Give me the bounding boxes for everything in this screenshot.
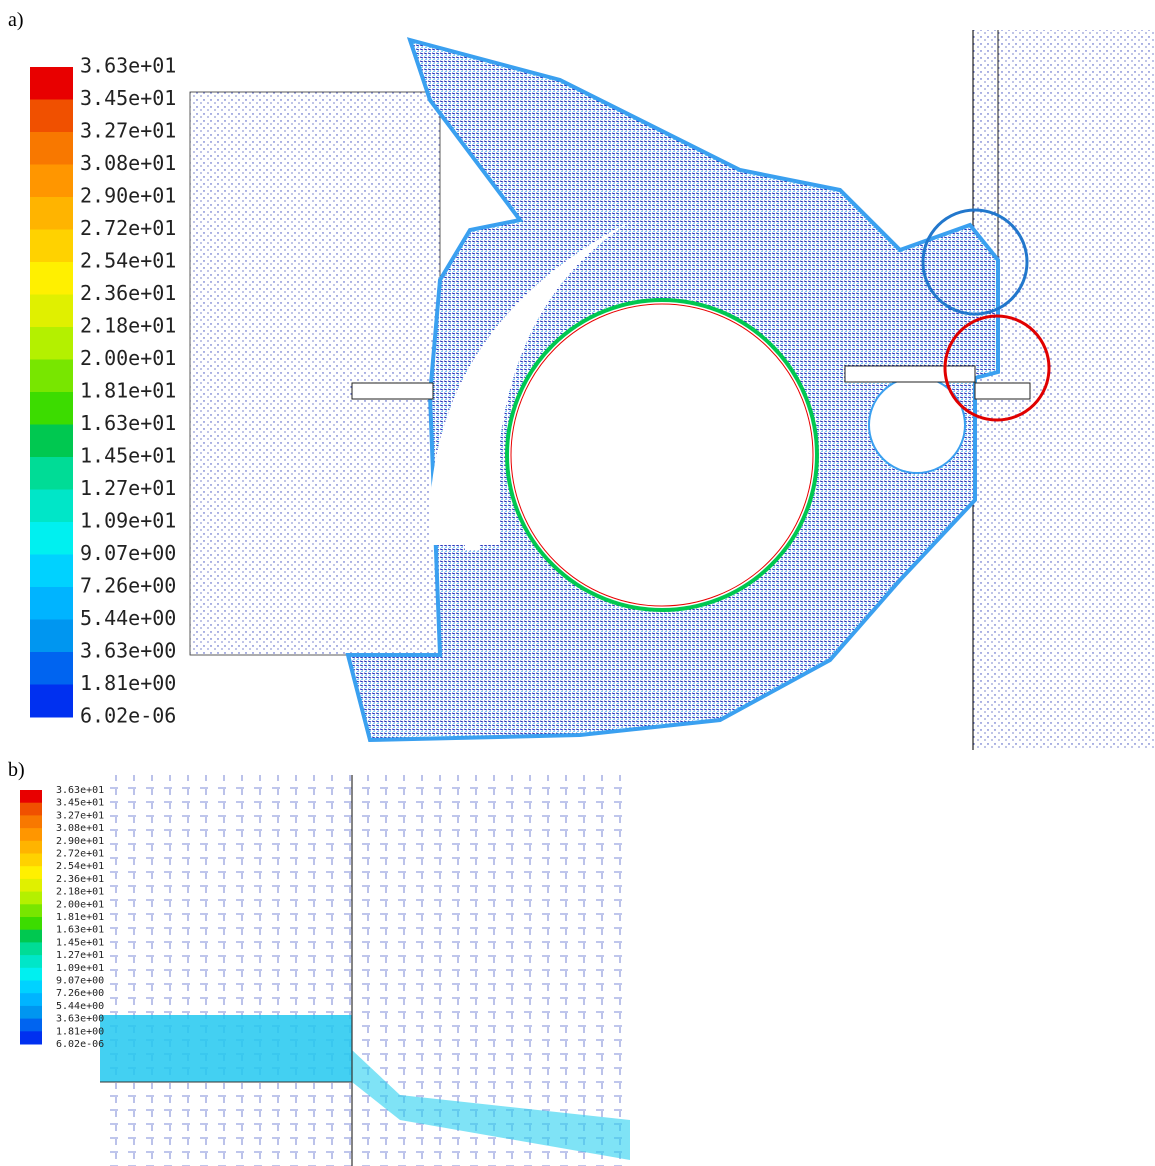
panel-label: a) — [8, 9, 24, 31]
flow-field-a — [189, 30, 1155, 750]
colorbar-swatch — [30, 197, 73, 230]
colorbar-label: 7.26e+00 — [80, 574, 176, 598]
colorbar-swatch — [20, 929, 42, 943]
colorbar-label: 1.27e+01 — [56, 950, 104, 961]
colorbar-swatch — [20, 840, 42, 854]
colorbar-swatch — [30, 359, 73, 393]
colorbar-label: 3.45e+01 — [56, 798, 104, 809]
colorbar-swatch — [30, 554, 73, 588]
colorbar-label: 7.26e+00 — [56, 988, 104, 999]
colorbar-label: 3.27e+01 — [80, 119, 176, 143]
colorbar-label: 2.90e+01 — [56, 836, 104, 847]
colorbar-label: 1.45e+01 — [56, 937, 104, 948]
colorbar-swatch — [30, 229, 73, 263]
colorbar-label: 1.81e+00 — [80, 671, 176, 695]
colorbar-swatch — [30, 164, 73, 198]
colorbar-label: 1.81e+00 — [56, 1026, 104, 1037]
colorbar-swatch — [30, 652, 73, 685]
colorbar-swatch — [20, 942, 42, 956]
colorbar-swatch — [30, 132, 73, 165]
colorbar-label: 3.63e+00 — [80, 639, 176, 663]
colorbar-swatch — [20, 802, 42, 816]
colorbar-swatch — [20, 917, 42, 931]
colorbar-label: 3.63e+00 — [56, 1014, 104, 1025]
colorbar-label: 1.27e+01 — [80, 476, 176, 500]
colorbar-label: 2.36e+01 — [56, 874, 104, 885]
colorbar-label: 2.00e+01 — [56, 899, 104, 910]
colorbar-swatch — [20, 993, 42, 1007]
colorbar-label: 9.07e+00 — [56, 976, 104, 987]
colorbar-swatch — [20, 967, 42, 981]
colorbar-swatch — [30, 587, 73, 620]
colorbar-label: 2.72e+01 — [80, 216, 176, 240]
colorbar-label: 2.72e+01 — [56, 849, 104, 860]
flow-field-b — [100, 775, 630, 1166]
colorbar-swatch — [30, 457, 73, 490]
colorbar-label: 1.81e+01 — [56, 912, 104, 923]
colorbar-label: 2.36e+01 — [80, 281, 176, 305]
colorbar-label: 2.00e+01 — [80, 346, 176, 370]
colorbar-label: 3.08e+01 — [80, 151, 176, 175]
colorbar-swatch — [20, 866, 42, 880]
colorbar-swatch — [30, 489, 73, 523]
colorbar-swatch — [20, 980, 42, 994]
colorbar-label: 2.18e+01 — [56, 887, 104, 898]
colorbar-label: 1.63e+01 — [56, 925, 104, 936]
colorbar-swatch — [30, 522, 73, 555]
colorbar-swatch — [30, 424, 73, 458]
colorbar-swatch — [30, 294, 73, 328]
panel-label: b) — [8, 759, 25, 781]
colorbar-swatch — [20, 891, 42, 905]
colorbar-swatch — [30, 684, 73, 718]
colorbar-label: 3.27e+01 — [56, 810, 104, 821]
colorbar-label: 5.44e+00 — [56, 1001, 104, 1012]
colorbar-swatch — [30, 327, 73, 360]
colorbar-label: 3.63e+01 — [80, 54, 176, 78]
colorbar-label: 9.07e+00 — [80, 541, 176, 565]
colorbar-label: 2.90e+01 — [80, 184, 176, 208]
colorbar-label: 3.45e+01 — [80, 86, 176, 110]
colorbar-label: 1.63e+01 — [80, 411, 176, 435]
colorbar-label: 2.54e+01 — [56, 861, 104, 872]
colorbar-swatch — [20, 853, 42, 867]
colorbar-swatch — [20, 828, 42, 842]
colorbar-swatch — [20, 1031, 42, 1045]
colorbar-label: 3.63e+01 — [56, 785, 104, 796]
colorbar-swatch — [20, 904, 42, 918]
colorbar-swatch — [20, 1018, 42, 1032]
colorbar-label: 2.18e+01 — [80, 314, 176, 338]
colorbar-swatch — [30, 262, 73, 295]
colorbar-label: 1.81e+01 — [80, 379, 176, 403]
colorbar-swatch — [20, 790, 42, 804]
colorbar-label: 6.02e-06 — [56, 1039, 104, 1050]
colorbar-label: 1.09e+01 — [56, 963, 104, 974]
colorbar-label: 6.02e-06 — [80, 704, 176, 728]
colorbar-swatch — [30, 67, 73, 100]
colorbar-swatch — [20, 815, 42, 829]
colorbar-label: 3.08e+01 — [56, 823, 104, 834]
colorbar-label: 5.44e+00 — [80, 606, 176, 630]
colorbar-swatch — [30, 392, 73, 425]
colorbar-label: 1.09e+01 — [80, 509, 176, 533]
colorbar-label: 1.45e+01 — [80, 444, 176, 468]
colorbar-swatch — [20, 955, 42, 969]
colorbar-label: 2.54e+01 — [80, 249, 176, 273]
colorbar-swatch — [20, 878, 42, 893]
colorbar-swatch — [30, 99, 73, 133]
colorbar-swatch — [20, 1005, 42, 1020]
colorbar-swatch — [30, 619, 73, 653]
